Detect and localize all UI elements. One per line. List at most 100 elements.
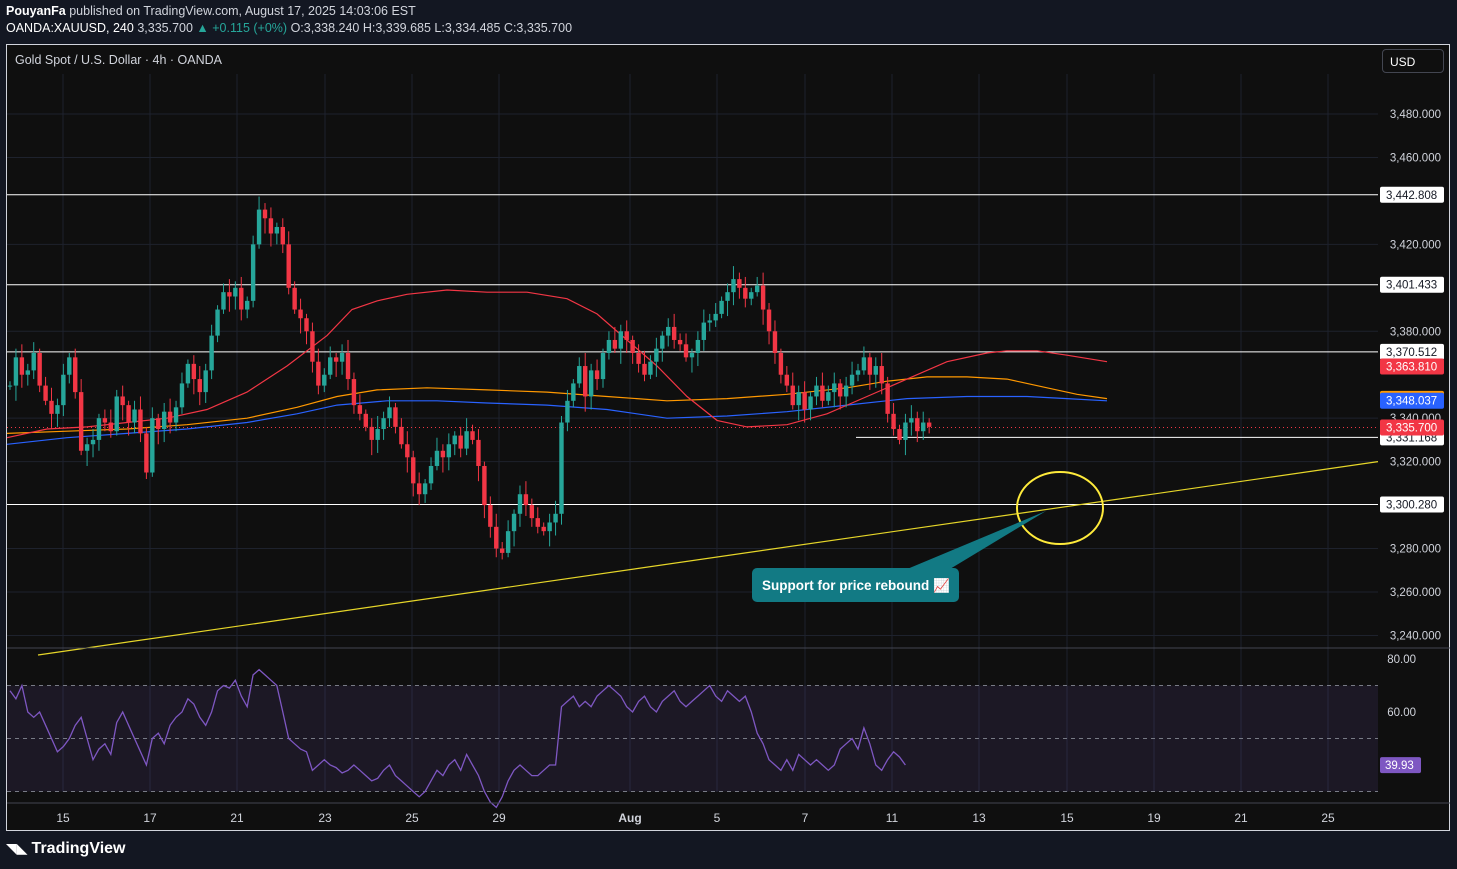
candle-body — [209, 335, 214, 371]
candle-body — [55, 405, 60, 414]
candle-body — [339, 353, 345, 362]
candle-body — [167, 411, 173, 423]
rsi-band — [7, 685, 1378, 792]
publisher-name[interactable]: PouyanFa — [6, 4, 66, 18]
candle-body — [897, 429, 902, 440]
candle-body — [464, 431, 469, 449]
rsi-tick-label: 60.00 — [1387, 707, 1416, 719]
candle-body — [256, 209, 262, 245]
candle-body — [766, 309, 772, 332]
x-tick-label: 25 — [405, 811, 419, 825]
candle-body — [19, 357, 25, 375]
candle-body — [191, 363, 197, 380]
candle-body — [529, 505, 535, 519]
candle-body — [606, 339, 612, 353]
candle-body — [292, 287, 297, 310]
candle-body — [49, 400, 54, 414]
candle-body — [179, 383, 185, 408]
candle-body — [618, 331, 623, 349]
candle-body — [636, 353, 641, 364]
ohlc-values: O:3,338.240 H:3,339.685 L:3,334.485 C:3,… — [290, 21, 573, 35]
symbol-label: OANDA:XAUUSD, 240 — [6, 21, 134, 35]
candle-body — [583, 366, 588, 397]
publish-info: PouyanFa published on TradingView.com, A… — [6, 4, 416, 18]
candle-body — [559, 422, 564, 514]
candle-body — [405, 444, 410, 458]
candle-body — [624, 331, 629, 340]
rsi-tick-label: 80.00 — [1387, 654, 1416, 666]
candle-body — [855, 370, 861, 375]
candle-body — [470, 431, 475, 440]
price-badge-bg — [1380, 358, 1444, 375]
candle-body — [357, 405, 363, 414]
x-tick-label: 25 — [1321, 811, 1335, 825]
candle-body — [553, 513, 558, 523]
y-tick-label: 3,280.000 — [1390, 544, 1441, 556]
price-badge: 3,348.037 — [1386, 396, 1437, 408]
candle-body — [482, 465, 487, 506]
candle-body — [677, 339, 683, 345]
candle-body — [891, 413, 896, 430]
candle-body — [221, 292, 226, 310]
candle-body — [37, 353, 42, 386]
candle-body — [541, 526, 546, 532]
candle-body — [648, 361, 653, 375]
candle-body — [701, 322, 707, 340]
sma-orange-line — [6, 376, 1108, 434]
candle-body — [713, 313, 718, 321]
candle-body — [233, 287, 238, 297]
candle-body — [511, 513, 517, 532]
y-tick-label: 3,260.000 — [1390, 587, 1441, 599]
candle-body — [434, 450, 440, 466]
candle-body — [760, 285, 766, 310]
candle-body — [849, 374, 855, 386]
candle-body — [452, 435, 457, 445]
candle-body — [96, 418, 102, 440]
x-tick-label: 21 — [1234, 811, 1248, 825]
candle-body — [203, 370, 208, 393]
candle-body — [743, 287, 748, 299]
candle-body — [298, 309, 303, 319]
candle-body — [873, 366, 878, 375]
tradingview-logo[interactable]: ◥◣ TradingView — [6, 840, 126, 858]
y-tick-label: 3,240.000 — [1390, 630, 1441, 642]
candle-body — [90, 439, 96, 445]
candle-body — [399, 426, 404, 445]
candle-body — [843, 385, 849, 397]
candle-body — [926, 422, 932, 427]
x-tick-label: 19 — [1147, 811, 1161, 825]
candle-body — [814, 385, 819, 397]
level-badge: 3,300.280 — [1386, 499, 1437, 511]
candle-body — [215, 309, 220, 336]
candle-body — [262, 209, 268, 219]
candle-body — [565, 400, 570, 423]
candle-body — [683, 344, 689, 358]
level-badge: 3,401.433 — [1386, 280, 1437, 292]
candle-body — [108, 422, 114, 432]
candle-body — [138, 409, 143, 434]
x-tick-label: 17 — [143, 811, 157, 825]
candle-body — [547, 522, 552, 532]
callout-box — [752, 568, 959, 602]
rsi-badge: 39.93 — [1385, 760, 1414, 772]
candle-body — [719, 300, 724, 314]
currency-button[interactable]: USD — [1382, 49, 1444, 73]
candle-body — [594, 370, 600, 380]
candle-body — [73, 357, 78, 393]
candle-body — [126, 405, 131, 423]
candle-body — [612, 339, 618, 349]
candle-body — [784, 374, 790, 386]
candle-body — [707, 320, 712, 323]
candle-body — [185, 363, 191, 384]
candle-body — [393, 407, 398, 427]
candle-body — [921, 422, 926, 432]
candle-body — [268, 218, 274, 234]
x-tick-label: 23 — [318, 811, 332, 825]
candle-body — [286, 244, 291, 288]
candle-body — [310, 331, 315, 362]
candle-body — [577, 366, 582, 384]
candle-body — [422, 483, 428, 495]
level-badge-bg — [1380, 276, 1444, 293]
rsi-badge-bg — [1380, 757, 1421, 774]
